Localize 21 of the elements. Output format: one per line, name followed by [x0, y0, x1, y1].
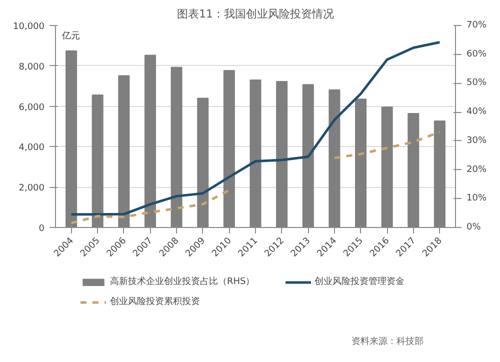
- y2-tick-label: 40%: [466, 107, 487, 118]
- y-axis-title: 亿元: [61, 30, 80, 42]
- y-tick-label: 10,000: [13, 22, 45, 32]
- y-tick-label: 4,000: [18, 143, 45, 154]
- y-tick-label: 2,000: [18, 184, 45, 194]
- text: 资料来源：科技部: [352, 336, 424, 347]
- legend-label: 高新技术企业创业投资占比（RHS）: [110, 276, 255, 288]
- y-tick-label: 8,000: [18, 62, 45, 72]
- y2-tick-label: 20%: [466, 164, 487, 175]
- y-tick-label: 6,000: [18, 102, 45, 113]
- legend-label: 创业风险投资管理资金: [314, 276, 405, 288]
- y2-tick-label: 60%: [466, 49, 487, 60]
- y2-tick-label: 70%: [466, 20, 487, 30]
- line-series: [70, 41, 441, 216]
- y2-tick-label: 10%: [466, 194, 487, 204]
- y2-tick-label: 0%: [466, 222, 482, 232]
- legend-label: 创业风险投资累积投资: [110, 296, 200, 308]
- y2-tick-label: 30%: [466, 136, 487, 146]
- chart-title: 图表11：我国创业风险投资情况: [177, 8, 334, 20]
- y2-tick-label: 50%: [466, 78, 487, 88]
- y-tick-label: 0: [38, 224, 45, 234]
